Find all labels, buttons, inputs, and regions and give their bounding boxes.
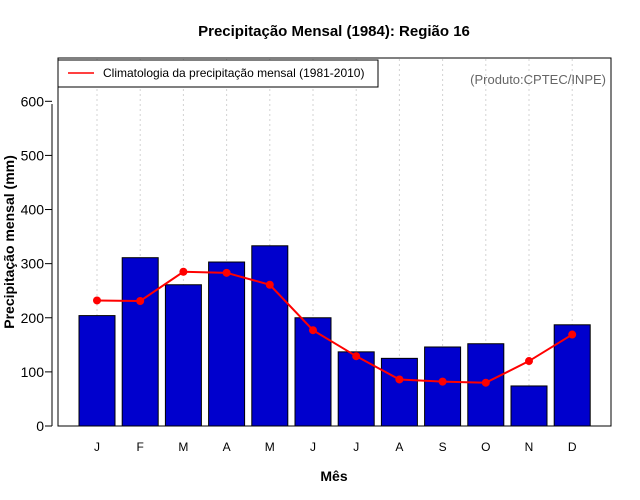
climatology-series: [93, 267, 577, 387]
bar-series: [78, 245, 591, 427]
bar: [251, 245, 289, 427]
y-tick-label: 300: [21, 256, 45, 272]
y-tick-label: 600: [21, 93, 45, 109]
x-tick-label: A: [223, 440, 231, 454]
y-axis: 0 100 200 300 400 500 600: [21, 93, 53, 434]
x-tick-label: A: [395, 440, 403, 454]
x-tick-label: J: [310, 440, 316, 454]
climatology-point: [395, 375, 404, 384]
climatology-point: [352, 352, 361, 361]
climatology-point: [136, 296, 145, 305]
x-tick-label: S: [439, 440, 447, 454]
y-axis-label: Precipitação mensal (mm): [1, 155, 17, 329]
climatology-point: [179, 267, 188, 276]
x-tick-label: F: [137, 440, 144, 454]
bar: [424, 346, 462, 427]
legend-box: [57, 59, 379, 88]
legend-label: Climatologia da precipitação mensal (198…: [103, 66, 364, 80]
x-axis-label: Mês: [320, 468, 347, 484]
bar: [510, 385, 548, 427]
chart-title: Precipitação Mensal (1984): Região 16: [198, 23, 470, 40]
legend: Climatologia da precipitação mensal (198…: [57, 59, 379, 88]
bar: [380, 357, 418, 427]
x-tick-label: J: [353, 440, 359, 454]
x-tick-label: J: [94, 440, 100, 454]
bar: [121, 257, 159, 427]
climatology-point: [438, 377, 447, 386]
x-tick-label: O: [481, 440, 490, 454]
x-tick-label: M: [265, 440, 275, 454]
climatology-point: [93, 296, 101, 305]
bar: [553, 324, 591, 427]
x-tick-label: M: [178, 440, 188, 454]
y-tick-label: 0: [36, 418, 44, 434]
x-tick-label: D: [568, 440, 577, 454]
climatology-point: [525, 357, 533, 366]
climatology-line: [96, 270, 573, 384]
climatology-point: [481, 378, 490, 387]
bar: [78, 315, 116, 427]
bar: [208, 261, 246, 427]
climatology-point: [222, 268, 231, 277]
y-tick-label: 200: [21, 310, 45, 326]
y-tick-label: 400: [21, 202, 45, 218]
bar: [294, 317, 332, 427]
y-tick-label: 500: [21, 147, 45, 163]
plot-frame: [57, 57, 612, 427]
y-tick-label: 100: [21, 364, 45, 380]
x-tick-label: N: [525, 440, 534, 454]
bar: [164, 284, 202, 427]
source-credit: (Produto:CPTEC/INPE): [470, 72, 606, 87]
climatology-point: [265, 280, 274, 289]
climatology-point: [568, 330, 577, 339]
climatology-point: [309, 326, 317, 335]
